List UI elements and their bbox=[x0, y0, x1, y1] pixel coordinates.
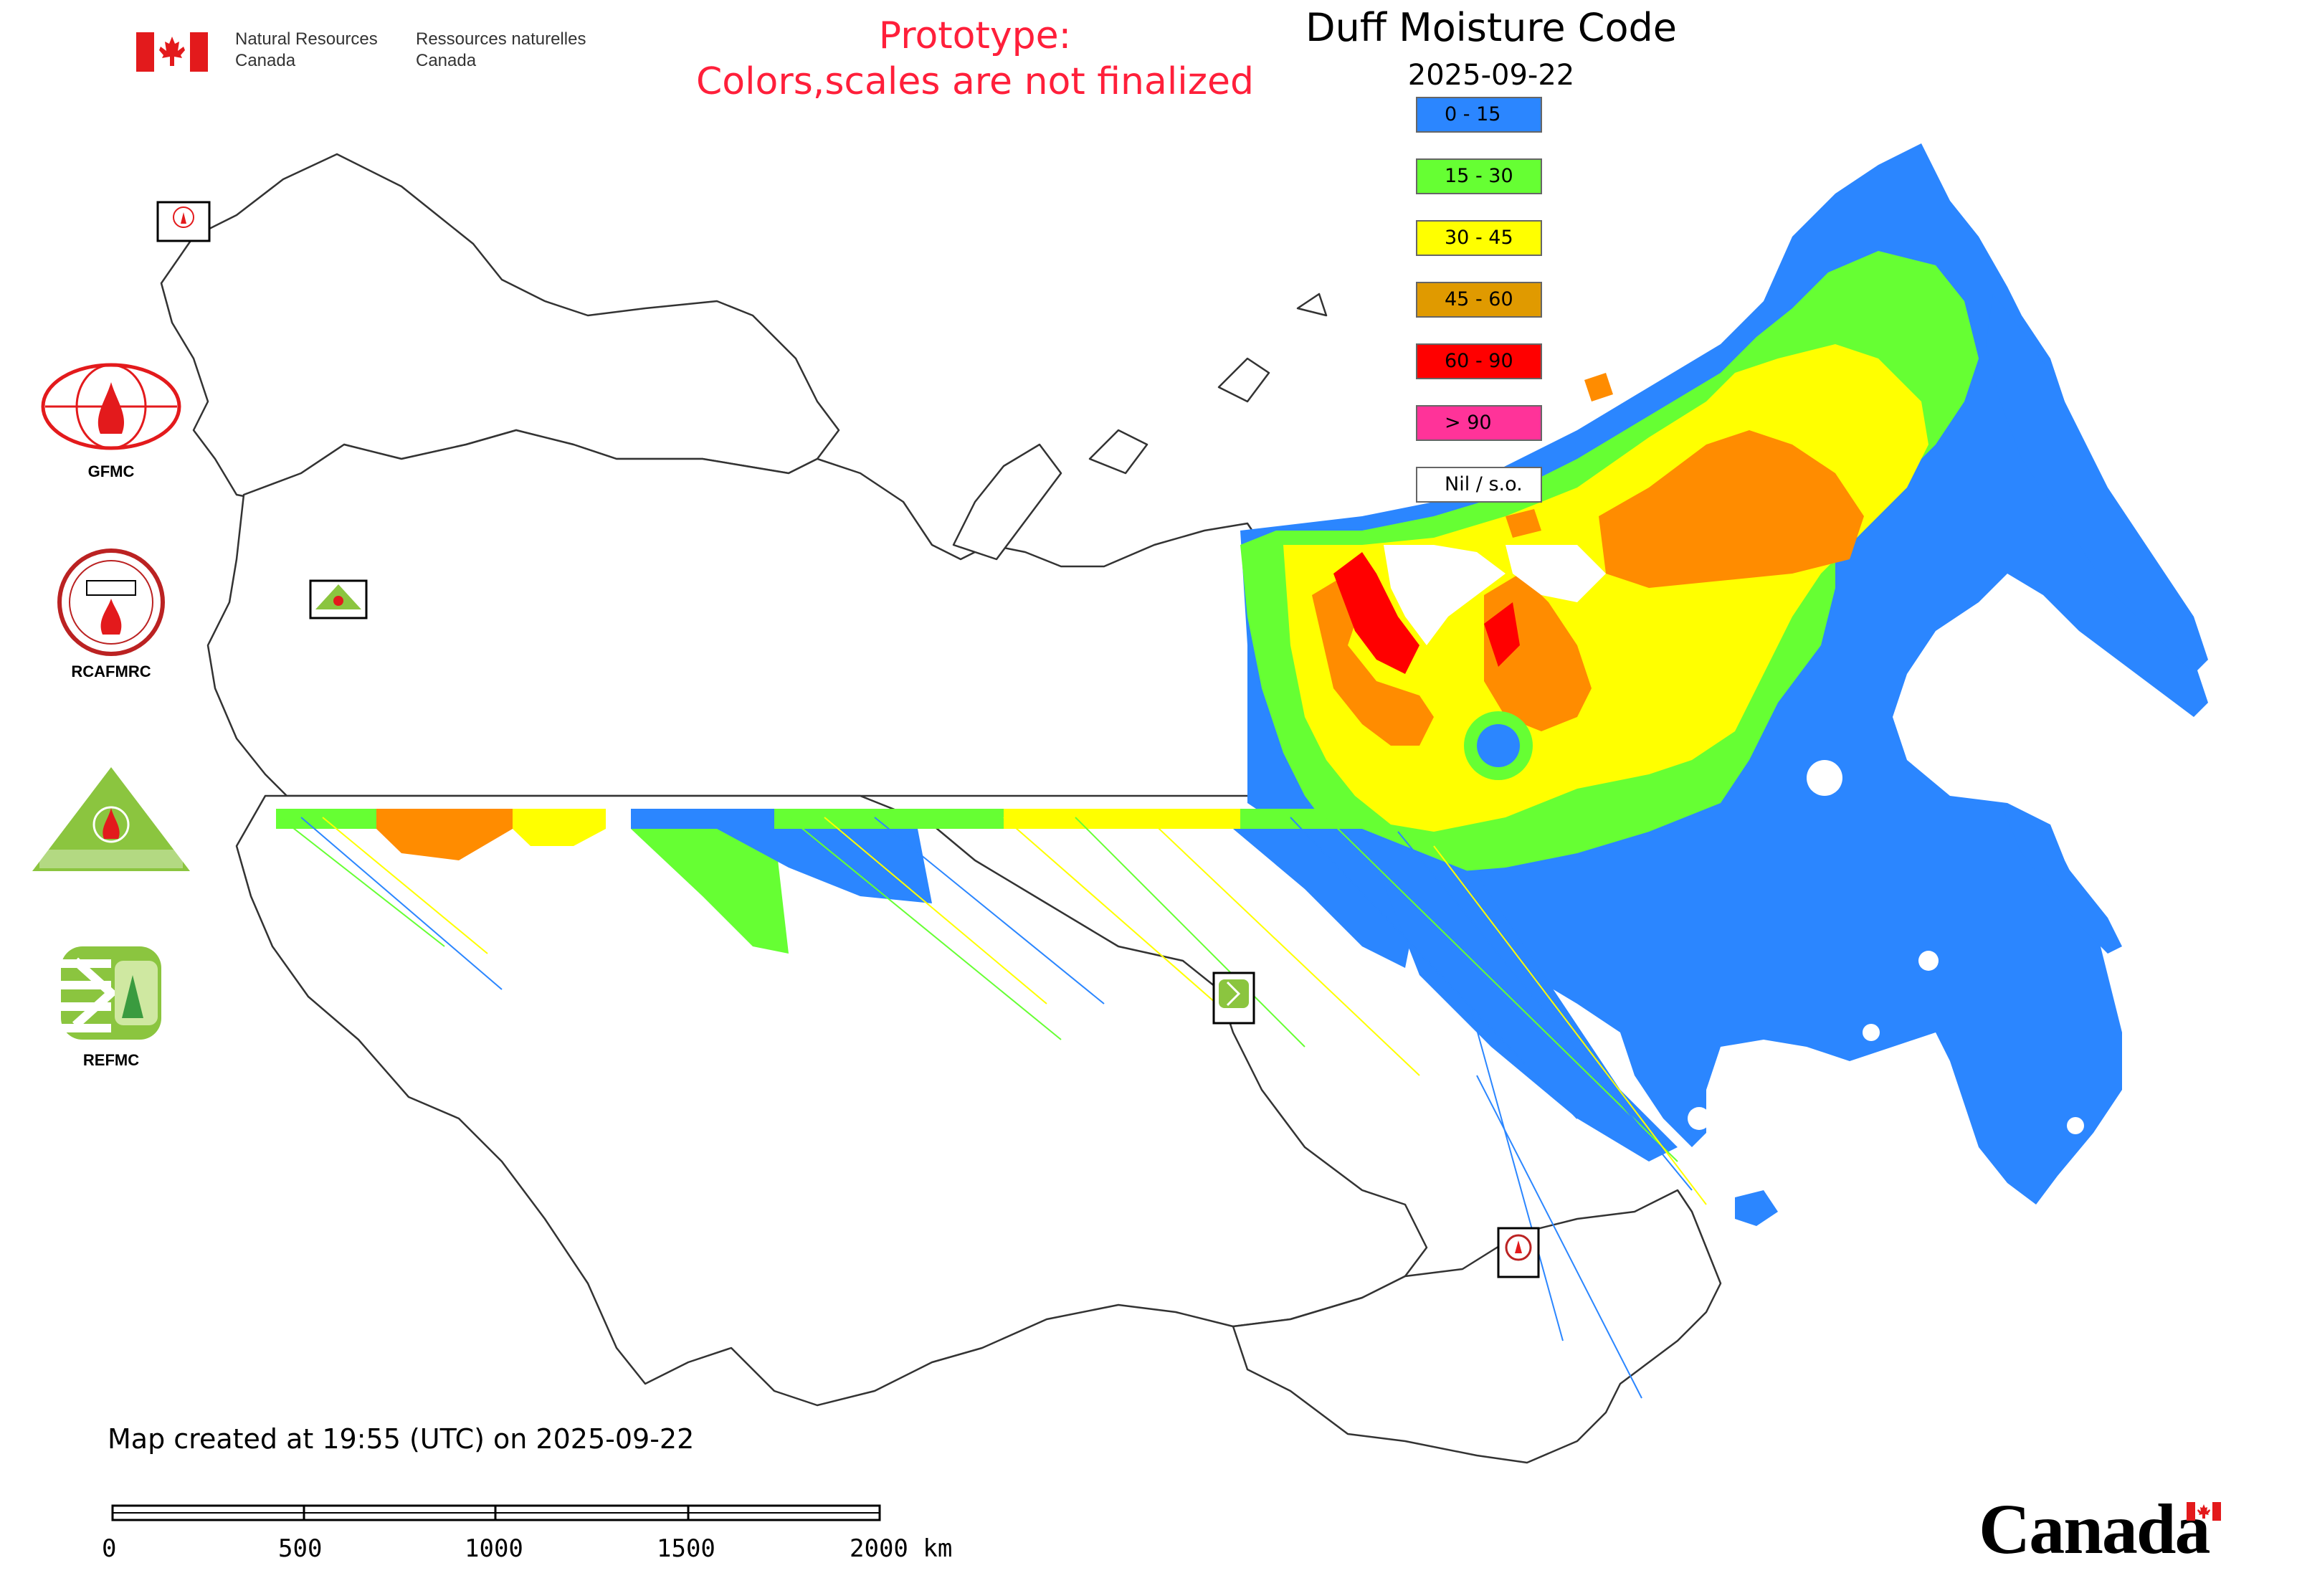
map-marker-rcafmrc bbox=[1497, 1227, 1540, 1278]
scale-bar bbox=[111, 1504, 881, 1521]
reefmc-logo bbox=[25, 764, 197, 878]
map-marker-reefmc bbox=[309, 579, 368, 619]
prototype-line2: Colors,scales are not finalized bbox=[695, 60, 1255, 103]
map-title: Duff Moisture Code bbox=[1305, 5, 1677, 50]
legend-item: > 90 bbox=[1416, 405, 1542, 441]
gfmc-logo-icon bbox=[41, 363, 181, 450]
legend-label: Nil / s.o. bbox=[1445, 473, 1523, 495]
gov-name-fr-line1: Ressources naturelles bbox=[416, 29, 586, 49]
gov-name-en-line1: Natural Resources bbox=[235, 29, 378, 49]
map-created-timestamp: Map created at 19:55 (UTC) on 2025-09-22 bbox=[108, 1423, 695, 1455]
canada-flag-icon bbox=[136, 32, 208, 72]
gov-name-fr-line2: Canada bbox=[416, 51, 477, 70]
map-date: 2025-09-22 bbox=[1407, 59, 1575, 92]
gov-signature: Natural Resources Canada Ressources natu… bbox=[136, 29, 602, 79]
scale-label: 1000 bbox=[465, 1534, 523, 1563]
country-outlines bbox=[160, 153, 1722, 1464]
refmc-logo: REFMC bbox=[25, 946, 197, 1070]
scale-label: 1500 bbox=[657, 1534, 715, 1563]
legend-item: Nil / s.o. bbox=[1416, 467, 1542, 503]
map-marker-refmc bbox=[1212, 972, 1255, 1025]
dmc-stripe-lines bbox=[279, 817, 1707, 1399]
legend-label: 15 - 30 bbox=[1445, 165, 1513, 187]
rcafmrc-logo-icon bbox=[57, 548, 165, 656]
rcafmrc-label: RCAFMRC bbox=[71, 662, 151, 680]
gfmc-logo: GFMC bbox=[25, 362, 197, 481]
scale-label: 0 bbox=[102, 1534, 117, 1563]
canada-wordmark-flag-icon bbox=[2187, 1502, 2221, 1521]
gov-name-en-line2: Canada bbox=[235, 51, 296, 70]
dmc-stripe-band bbox=[276, 809, 1678, 1162]
legend-item: 60 - 90 bbox=[1416, 343, 1542, 379]
legend-item: 30 - 45 bbox=[1416, 220, 1542, 256]
legend-label: 30 - 45 bbox=[1445, 227, 1513, 249]
legend-item: 45 - 60 bbox=[1416, 282, 1542, 318]
gov-name-en: Natural Resources Canada bbox=[235, 29, 378, 72]
canada-wordmark: Canada bbox=[1979, 1489, 2210, 1569]
gov-name-fr: Ressources naturelles Canada bbox=[416, 29, 586, 72]
dmc-data-overlay bbox=[1240, 143, 2208, 1226]
legend-label: 0 - 15 bbox=[1445, 103, 1501, 125]
refmc-label: REFMC bbox=[82, 1051, 140, 1069]
gfmc-label: GFMC bbox=[87, 462, 135, 480]
legend-item: 15 - 30 bbox=[1416, 158, 1542, 194]
scale-label: 500 bbox=[278, 1534, 323, 1563]
map-marker-gfmc bbox=[156, 201, 211, 242]
refmc-logo-icon bbox=[61, 946, 161, 1040]
legend-label: > 90 bbox=[1445, 412, 1492, 434]
rcafmrc-logo: RCAFMRC bbox=[25, 545, 197, 681]
legend-label: 60 - 90 bbox=[1445, 350, 1513, 372]
prototype-line1: Prototype: bbox=[878, 14, 1072, 57]
scale-label: 2000 km bbox=[850, 1534, 953, 1563]
legend-item: 0 - 15 bbox=[1416, 97, 1542, 133]
legend-label: 45 - 60 bbox=[1445, 288, 1513, 310]
prototype-notice: Prototype: Colors,scales are not finaliz… bbox=[660, 13, 1290, 105]
reefmc-logo-icon bbox=[32, 767, 190, 871]
